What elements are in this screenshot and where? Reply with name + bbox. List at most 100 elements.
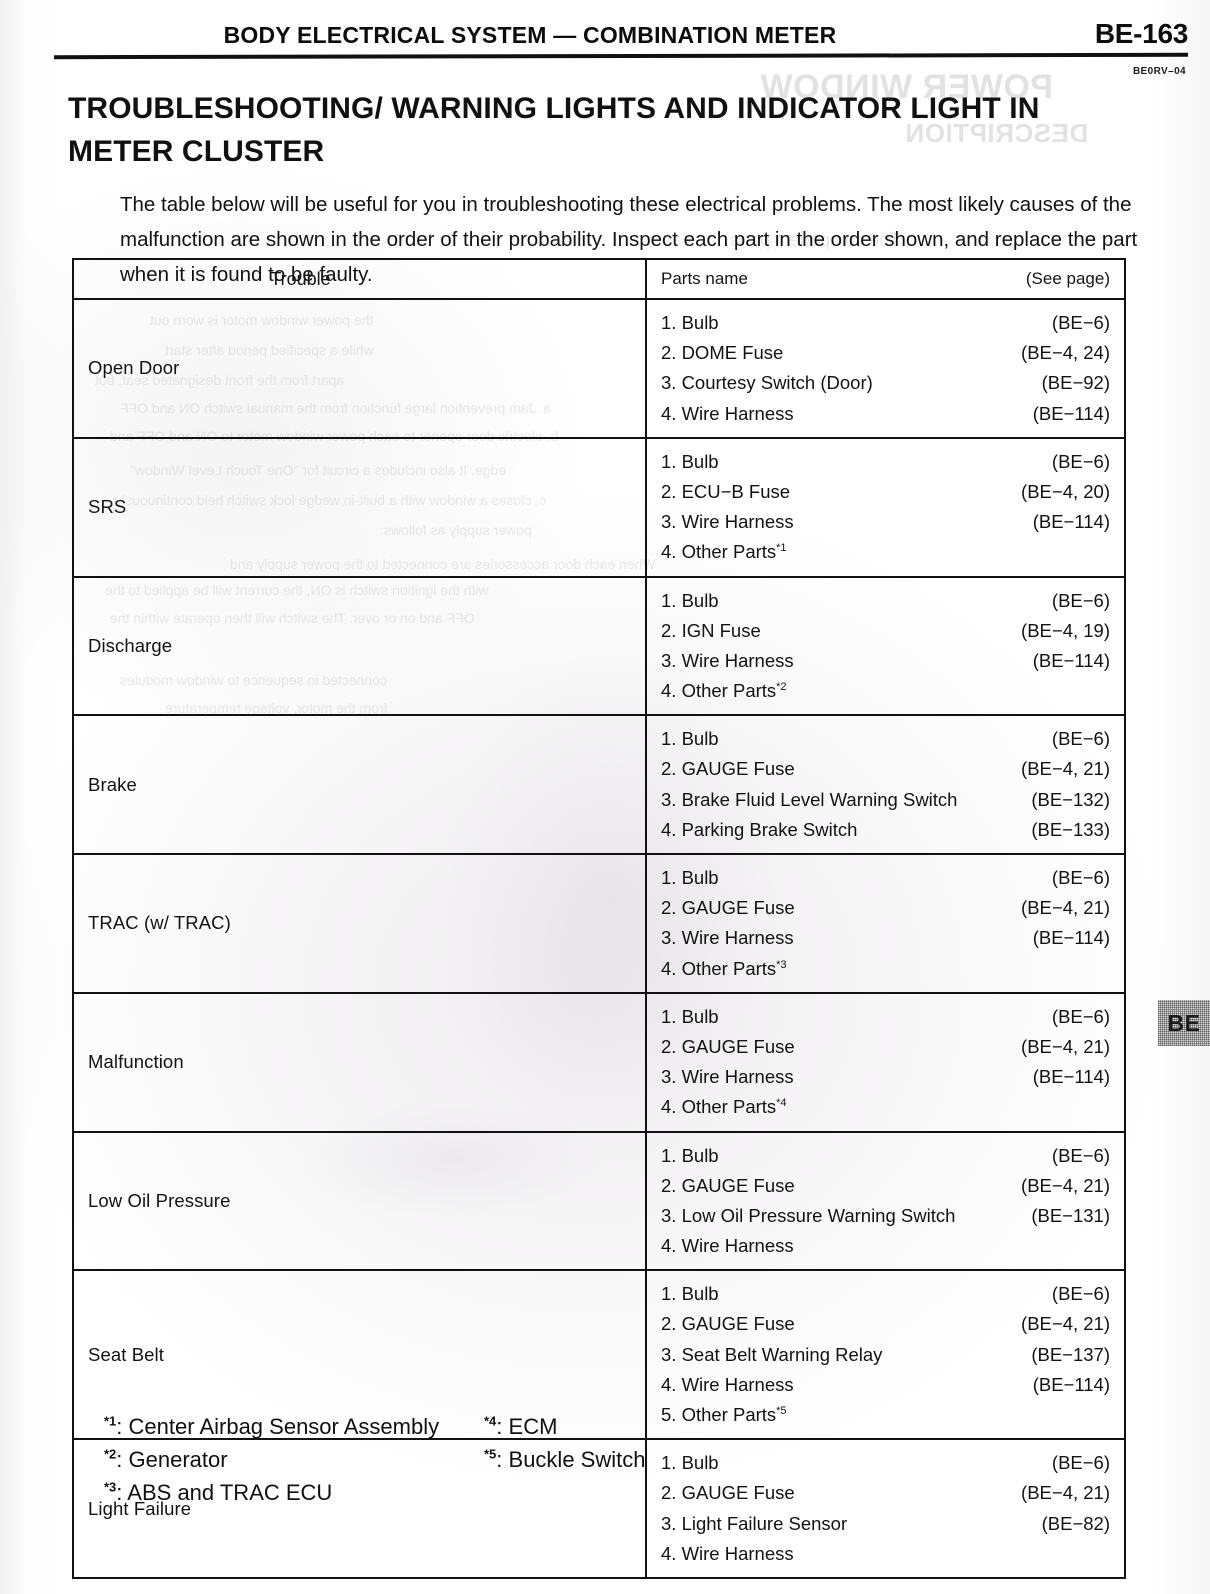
part-name: 4. Wire Harness: [661, 402, 794, 424]
footnote-marker: *3: [776, 958, 787, 971]
part-line: 1. Bulb (BE−6): [647, 1141, 1124, 1171]
footnote-row: *3: ABS and TRAC ECU: [104, 1480, 964, 1513]
page-number: BE-163: [1094, 18, 1188, 49]
part-page-ref: (BE−4, 21): [1021, 758, 1110, 780]
part-page-ref: (BE−114): [1032, 1373, 1110, 1395]
side-index-tab[interactable]: BE: [1158, 1000, 1210, 1046]
part-page-ref: (BE−131): [1031, 1204, 1110, 1226]
footnotes: *1: Center Airbag Sensor Assembly *4: ECM…: [104, 1414, 964, 1513]
part-line: 2. ECU−B Fuse (BE−4, 20): [647, 477, 1124, 507]
trouble-label: TRAC (w/ TRAC): [88, 912, 231, 934]
trouble-label: Malfunction: [88, 1051, 184, 1073]
part-page-ref: (BE−6): [1051, 589, 1110, 611]
part-name: 3. Wire Harness: [661, 511, 794, 533]
part-page-ref: (BE−6): [1051, 1144, 1110, 1166]
part-line: 4. Other Parts*4: [647, 1092, 1124, 1122]
trouble-cell: Discharge: [74, 577, 647, 715]
footnote-marker: *1: [776, 542, 787, 555]
parts-cell: 1. Bulb (BE−6) 2. IGN Fuse (BE−4, 19) 3. Wir…: [647, 578, 1124, 715]
part-line: 3. Wire Harness (BE−114): [647, 923, 1124, 953]
trouble-label: Brake: [88, 773, 137, 795]
part-name: 3. Seat Belt Warning Relay: [661, 1343, 883, 1365]
part-page-ref: (BE−114): [1032, 649, 1110, 671]
footnote-marker: *4: [776, 1097, 787, 1110]
trouble-cell: Open Door: [74, 300, 647, 437]
part-name: 4. Wire Harness: [661, 1542, 794, 1564]
part-line: 4. Wire Harness: [647, 1231, 1124, 1261]
part-name: 5. Other Parts*5: [661, 1404, 787, 1425]
parts-cell: 1. Bulb (BE−6) 2. DOME Fuse (BE−4, 24) 3. Co…: [647, 300, 1124, 437]
trouble-label: Discharge: [88, 634, 173, 656]
part-name: 4. Wire Harness: [661, 1373, 794, 1395]
part-name: 1. Bulb: [661, 1452, 719, 1474]
part-name: 1. Bulb: [661, 1283, 719, 1305]
part-page-ref: (BE−114): [1032, 511, 1110, 533]
part-page-ref: (BE−133): [1031, 818, 1110, 840]
part-page-ref: (BE−4, 21): [1021, 1482, 1110, 1504]
footnote-row: *2: Generator *5: Buckle Switch: [104, 1447, 964, 1480]
part-line: 3. Low Oil Pressure Warning Switch (BE−13…: [647, 1201, 1124, 1231]
part-page-ref: (BE−4, 21): [1021, 1313, 1110, 1335]
part-page-ref: (BE−4, 21): [1021, 1035, 1110, 1057]
trouble-label: Open Door: [88, 357, 180, 379]
footnote-right: *5: Buckle Switch: [484, 1446, 646, 1472]
table-row: Seat Belt 1. Bulb (BE−6) 2. GAUGE Fuse (BE−4…: [74, 1269, 1124, 1439]
parts-cell: 1. Bulb (BE−6) 2. ECU−B Fuse (BE−4, 20) 3. W…: [647, 439, 1124, 576]
part-line: 4. Other Parts*2: [647, 676, 1124, 706]
footnote-marker: *3: [104, 1479, 117, 1495]
parts-cell: 1. Bulb (BE−6) 2. GAUGE Fuse (BE−4, 21) 3. W…: [647, 855, 1124, 992]
part-name: 4. Wire Harness: [661, 1235, 794, 1257]
parts-list: 1. Bulb (BE−6) 2. ECU−B Fuse (BE−4, 20) 3. W…: [647, 447, 1124, 568]
parts-list: 1. Bulb (BE−6) 2. GAUGE Fuse (BE−4, 21) 3. B…: [647, 724, 1124, 845]
part-page-ref: (BE−4, 20): [1021, 480, 1110, 502]
table-row: Discharge 1. Bulb (BE−6) 2. IGN Fuse (BE−4, …: [74, 575, 1124, 715]
part-page-ref: (BE−132): [1031, 788, 1110, 810]
footnote-marker: *1: [104, 1413, 117, 1429]
part-page-ref: (BE−82): [1041, 1512, 1110, 1534]
troubleshooting-table: Trouble Parts name (See page) Open Door 1…: [72, 258, 1126, 1579]
part-page-ref: (BE−6): [1051, 1005, 1110, 1027]
part-name: 1. Bulb: [661, 450, 719, 472]
part-line: 1. Bulb (BE−6): [647, 447, 1124, 477]
part-line: 4. Parking Brake Switch (BE−133): [647, 815, 1124, 845]
part-page-ref: (BE−114): [1032, 1066, 1110, 1088]
part-line: 2. IGN Fuse (BE−4, 19): [647, 616, 1124, 646]
part-line: 4. Other Parts*3: [647, 954, 1124, 984]
table-header-trouble-cell: Trouble: [74, 260, 647, 298]
part-name: 4. Other Parts*2: [661, 680, 787, 702]
part-name: 4. Parking Brake Switch: [661, 818, 858, 840]
part-line: 1. Bulb (BE−6): [647, 308, 1124, 338]
part-line: 1. Bulb (BE−6): [647, 586, 1124, 616]
part-name: 3. Wire Harness: [661, 649, 794, 671]
part-page-ref: (BE−6): [1051, 867, 1110, 888]
part-name: 1. Bulb: [661, 312, 719, 333]
part-name: 1. Bulb: [661, 728, 719, 750]
part-page-ref: (BE−92): [1041, 372, 1110, 394]
part-line: 2. GAUGE Fuse (BE−4, 21): [647, 1309, 1124, 1339]
table-header-row: Trouble Parts name (See page): [74, 260, 1124, 298]
part-line: 3. Wire Harness (BE−114): [647, 507, 1124, 537]
table-row: Open Door 1. Bulb (BE−6) 2. DOME Fuse (BE−4,…: [74, 298, 1124, 437]
part-line: 1. Bulb (BE−6): [647, 863, 1124, 893]
part-name: 2. GAUGE Fuse: [661, 1313, 795, 1335]
footnote-right: *4: ECM: [484, 1413, 558, 1439]
part-line: 1. Bulb (BE−6): [647, 1002, 1124, 1032]
table-row: Low Oil Pressure 1. Bulb (BE−6) 2. GAUGE Fu…: [74, 1130, 1124, 1270]
parts-cell: 1. Bulb (BE−6) 2. GAUGE Fuse (BE−4, 21) 3. S…: [647, 1271, 1124, 1438]
part-name: 3. Wire Harness: [661, 1066, 794, 1088]
part-name: 3. Brake Fluid Level Warning Switch: [661, 788, 958, 810]
table-row: TRAC (w/ TRAC) 1. Bulb (BE−6) 2. GAUGE Fuse…: [74, 853, 1124, 992]
footnote-row: *1: Center Airbag Sensor Assembly *4: ECM: [104, 1414, 964, 1447]
footnote-left: *1: Center Airbag Sensor Assembly: [104, 1413, 440, 1439]
footnote-marker: *5: [776, 1404, 787, 1417]
part-page-ref: (BE−4, 21): [1021, 1174, 1110, 1196]
part-line: 3. Light Failure Sensor (BE−82): [647, 1509, 1124, 1539]
part-line: 2. GAUGE Fuse (BE−4, 21): [647, 1171, 1124, 1201]
footnote-left: *3: ABS and TRAC ECU: [104, 1479, 333, 1505]
intro-paragraph: The table below will be useful for you i…: [120, 192, 1138, 287]
footnote-marker: *2: [104, 1446, 117, 1462]
part-line: 3. Wire Harness (BE−114): [647, 1062, 1124, 1092]
part-line: 1. Bulb (BE−6): [647, 724, 1124, 754]
part-name: 2. GAUGE Fuse: [661, 1035, 795, 1057]
part-name: 3. Light Failure Sensor: [661, 1512, 848, 1534]
